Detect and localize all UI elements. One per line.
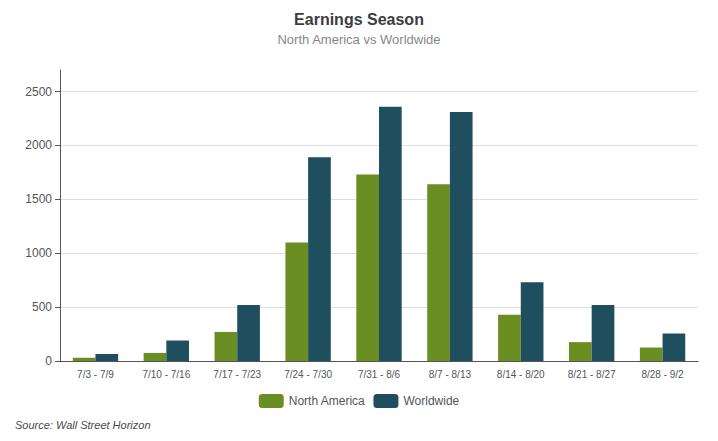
- svg-text:North America vs Worldwide: North America vs Worldwide: [277, 32, 440, 47]
- svg-text:North America: North America: [289, 394, 365, 408]
- svg-text:8/21 - 8/27: 8/21 - 8/27: [568, 369, 616, 380]
- svg-text:Earnings Season: Earnings Season: [294, 11, 424, 28]
- svg-text:Worldwide: Worldwide: [403, 394, 459, 408]
- svg-text:8/7 - 8/13: 8/7 - 8/13: [429, 369, 472, 380]
- svg-text:7/17 - 7/23: 7/17 - 7/23: [213, 369, 261, 380]
- svg-text:0: 0: [45, 354, 52, 368]
- svg-text:2500: 2500: [25, 85, 52, 99]
- svg-text:7/31 - 8/6: 7/31 - 8/6: [358, 369, 401, 380]
- svg-text:7/10 - 7/16: 7/10 - 7/16: [142, 369, 190, 380]
- svg-text:7/3 - 7/9: 7/3 - 7/9: [77, 369, 114, 380]
- svg-text:7/24 - 7/30: 7/24 - 7/30: [284, 369, 332, 380]
- svg-text:1500: 1500: [25, 192, 52, 206]
- svg-text:2000: 2000: [25, 138, 52, 152]
- svg-text:8/28 - 9/2: 8/28 - 9/2: [641, 369, 684, 380]
- svg-text:1000: 1000: [25, 246, 52, 260]
- svg-text:Source: Wall Street Horizon: Source: Wall Street Horizon: [15, 419, 151, 431]
- svg-text:8/14 - 8/20: 8/14 - 8/20: [497, 369, 545, 380]
- svg-text:500: 500: [32, 300, 52, 314]
